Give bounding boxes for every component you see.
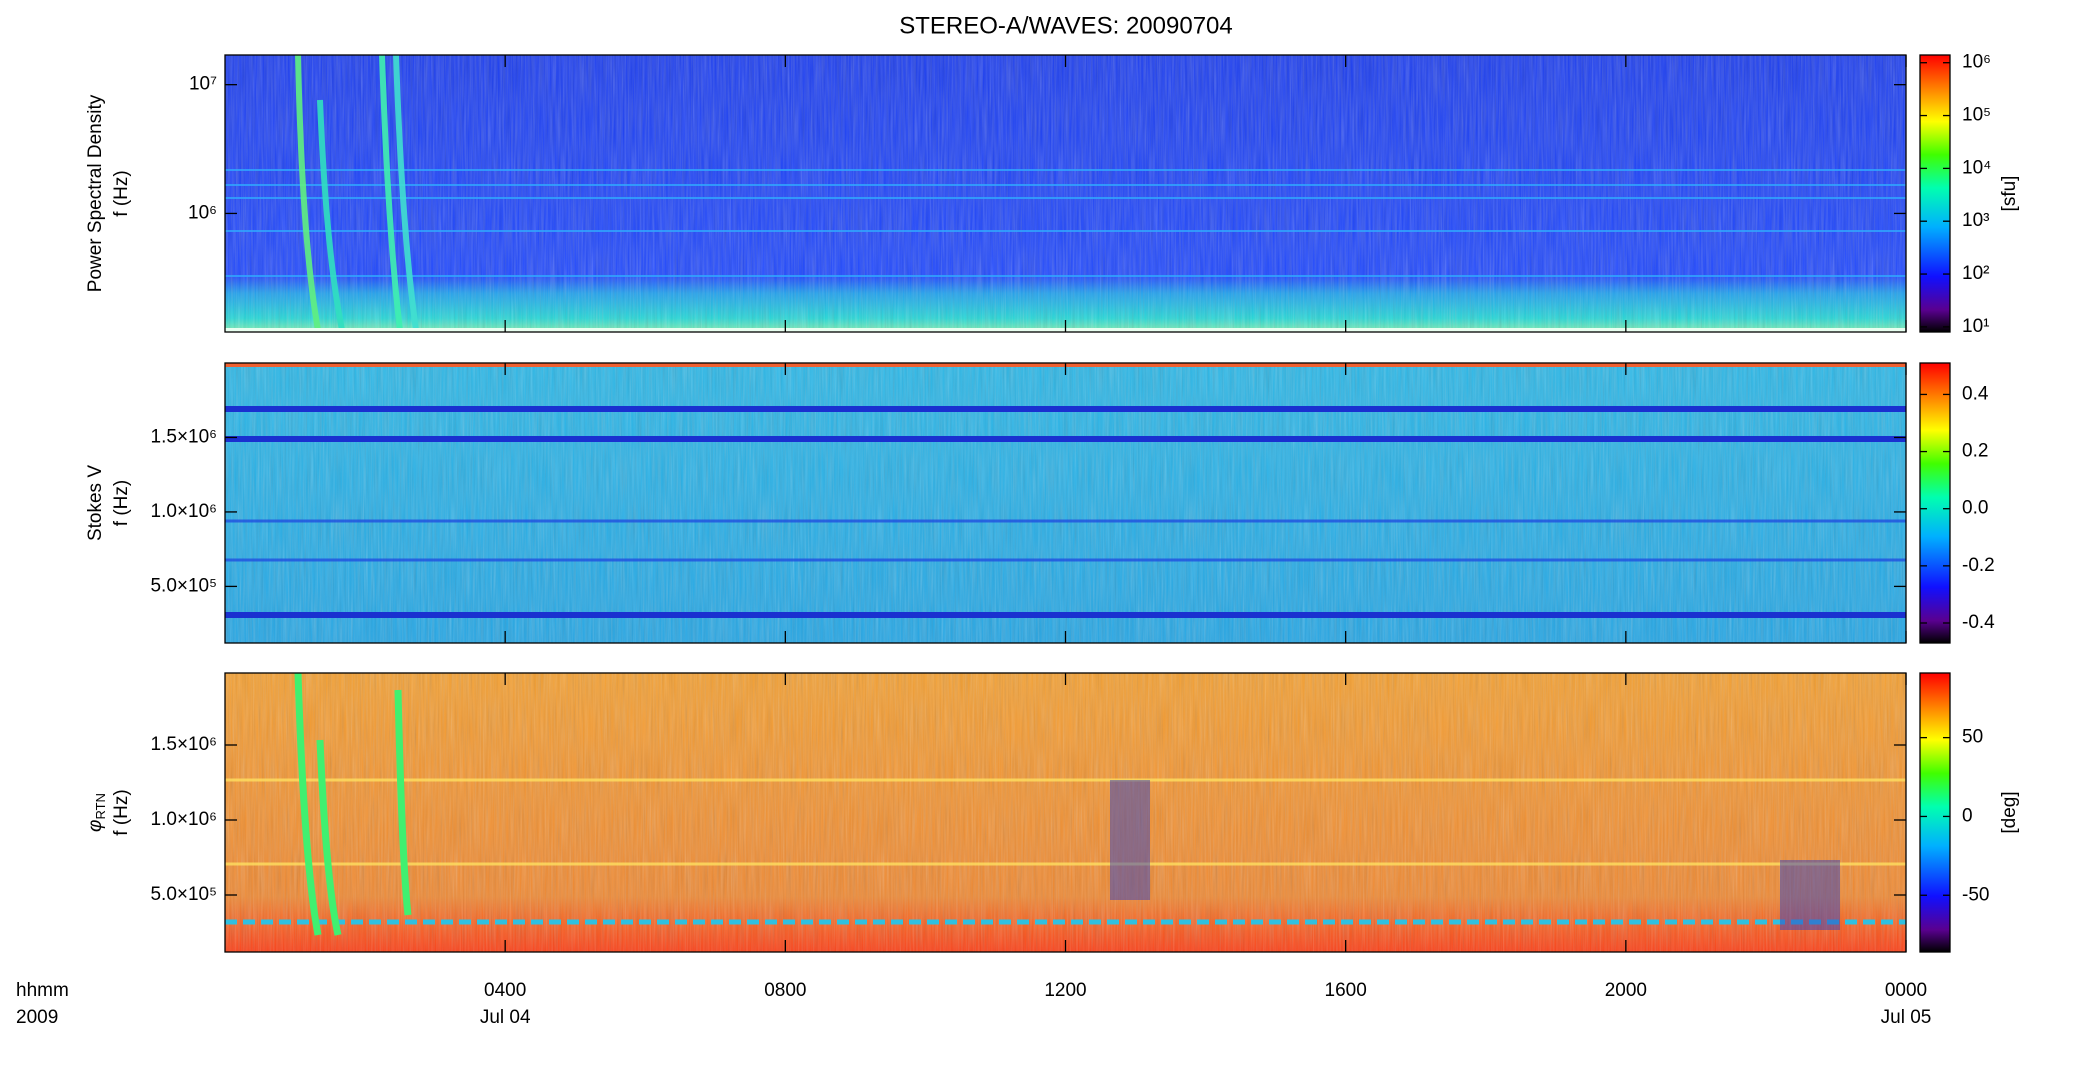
colorbar (1919, 672, 1951, 953)
y-axis-label: f (Hz) (111, 789, 132, 835)
chart-title: STEREO-A/WAVES: 20090704 (899, 12, 1232, 39)
x-row-label: 2009 (16, 1007, 58, 1028)
y-tick-label: 5.0×10⁵ (150, 884, 217, 905)
colorbar-tick-label: 10⁴ (1962, 157, 1991, 178)
y-axis-label: Power Spectral Density (85, 94, 106, 292)
y-axis-label: f (Hz) (111, 170, 132, 216)
y-tick-label: 10⁷ (189, 74, 217, 95)
y-tick-label: 1.0×10⁶ (151, 501, 217, 522)
y-tick-label: 1.0×10⁶ (151, 809, 217, 830)
colorbar-tick-label: 0 (1962, 805, 1973, 826)
colorbar-tick-label: 0.4 (1962, 383, 1989, 404)
colorbar (1919, 54, 1951, 333)
y-axis-label: f (Hz) (111, 480, 132, 526)
colorbar-label: [deg] (1999, 791, 2020, 833)
colorbar-tick-label: 10¹ (1962, 316, 1989, 337)
x-tick-label: 2000 (1605, 980, 1647, 1001)
y-tick-label: 10⁶ (188, 202, 217, 223)
x-tick-label: 0000 (1885, 980, 1927, 1001)
heatmap-decoration (225, 54, 1906, 952)
colorbar-tick-label: 0.2 (1962, 441, 1988, 462)
x-tick-label: 0400 (484, 980, 526, 1001)
colorbar-tick-label: -0.4 (1962, 612, 1995, 633)
colorbar-tick-label: 10⁵ (1962, 105, 1991, 126)
colorbar-tick-label: -50 (1962, 884, 1989, 905)
x-tick-label: 1200 (1044, 980, 1086, 1001)
y-tick-label: 1.5×10⁶ (151, 426, 217, 447)
y-tick-label: 1.5×10⁶ (151, 734, 217, 755)
x-date-label: Jul 04 (480, 1007, 531, 1028)
x-tick-label: 1600 (1325, 980, 1367, 1001)
y-axis-label: φRTN (85, 793, 108, 832)
x-date-label: Jul 05 (1881, 1007, 1932, 1028)
colorbar (1919, 362, 1951, 644)
y-axis-symbol: φ (85, 820, 106, 832)
colorbar-tick-label: 50 (1962, 727, 1983, 748)
x-tick-label: 0800 (764, 980, 806, 1001)
colorbar-tick-label: 10⁶ (1962, 52, 1991, 73)
colorbar-tick-label: 0.0 (1962, 498, 1988, 519)
y-axis-subscript: RTN (93, 793, 108, 819)
colorbar-tick-label: 10² (1962, 263, 1989, 284)
y-tick-label: 5.0×10⁵ (150, 575, 217, 596)
y-axis-label: Stokes V (85, 465, 106, 541)
colorbar-tick-label: 10³ (1962, 210, 1989, 231)
x-row-label: hhmm (16, 980, 69, 1001)
colorbar-tick-label: -0.2 (1962, 555, 1995, 576)
colorbar-label: [sfu] (1999, 176, 2020, 212)
